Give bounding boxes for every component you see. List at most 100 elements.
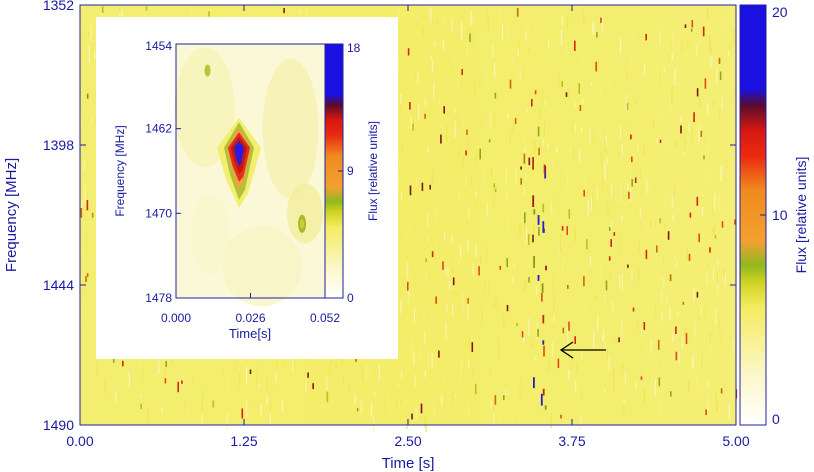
noise-streak <box>378 363 380 381</box>
flux-spike <box>561 226 564 231</box>
flux-spike <box>516 8 519 17</box>
noise-streak <box>395 399 398 410</box>
noise-streak <box>620 197 623 203</box>
noise-streak <box>417 72 419 84</box>
flux-spike <box>656 245 658 253</box>
flux-spike <box>506 305 509 312</box>
flux-spike <box>177 381 179 393</box>
noise-streak <box>514 383 516 397</box>
noise-streak <box>485 68 487 76</box>
noise-streak <box>733 28 735 47</box>
flux-spike <box>467 298 469 304</box>
noise-streak <box>688 122 690 132</box>
inset-blob <box>174 47 235 168</box>
flux-spike <box>709 247 711 253</box>
noise-streak <box>558 242 560 257</box>
noise-streak <box>475 190 477 199</box>
noise-streak <box>556 146 558 152</box>
flux-spike <box>520 166 522 170</box>
flux-spike <box>409 102 411 110</box>
noise-streak <box>574 226 576 243</box>
noise-streak <box>684 327 686 337</box>
noise-streak <box>512 55 514 64</box>
flux-spike <box>465 150 467 156</box>
noise-streak <box>519 375 521 383</box>
noise-streak <box>417 22 419 27</box>
flux-spike <box>669 274 672 282</box>
noise-streak <box>579 414 582 429</box>
noise-streak <box>505 388 507 396</box>
noise-streak <box>638 267 640 284</box>
noise-streak <box>536 212 538 220</box>
noise-streak <box>553 314 555 324</box>
noise-streak <box>551 341 553 357</box>
noise-streak <box>654 379 656 397</box>
noise-streak <box>533 223 535 233</box>
noise-streak <box>534 140 536 153</box>
noise-streak <box>494 298 496 308</box>
noise-streak <box>728 403 730 420</box>
noise-streak <box>568 369 570 381</box>
flux-spike <box>567 285 569 289</box>
noise-streak <box>398 157 400 169</box>
noise-streak <box>696 374 698 389</box>
noise-streak <box>441 394 443 406</box>
noise-streak <box>472 15 474 25</box>
noise-streak <box>612 301 614 313</box>
flux-spike <box>595 61 597 72</box>
noise-streak <box>489 367 491 377</box>
flux-spike <box>421 182 424 191</box>
flux-spike <box>412 123 414 131</box>
noise-streak <box>548 39 550 49</box>
noise-streak <box>400 398 402 405</box>
noise-streak <box>660 359 662 364</box>
noise-streak <box>512 119 515 134</box>
noise-streak <box>467 301 469 320</box>
noise-streak <box>665 137 667 149</box>
noise-streak <box>155 360 158 375</box>
noise-streak <box>704 136 706 144</box>
noise-streak <box>205 368 207 375</box>
flux-spike <box>542 340 545 345</box>
noise-streak <box>480 254 482 264</box>
noise-streak <box>418 103 420 121</box>
flux-spike <box>431 251 434 258</box>
flux-spike <box>80 208 83 218</box>
noise-streak <box>579 150 581 164</box>
noise-streak <box>443 15 445 25</box>
inset-colorbar-tick-label: 9 <box>347 164 354 178</box>
noise-streak <box>527 58 529 71</box>
flux-spike <box>452 277 455 286</box>
noise-streak <box>470 177 473 188</box>
noise-streak <box>707 379 710 389</box>
noise-streak <box>711 56 713 69</box>
noise-streak <box>588 179 590 184</box>
flux-spike <box>474 383 477 395</box>
noise-streak <box>410 337 412 355</box>
flux-spike <box>532 157 534 170</box>
noise-streak <box>436 19 438 26</box>
noise-streak <box>373 370 375 376</box>
flux-spike <box>705 409 707 415</box>
flux-spike <box>542 221 545 233</box>
noise-streak <box>482 293 484 298</box>
flux-spike <box>565 92 568 97</box>
noise-streak <box>488 281 490 296</box>
noise-streak <box>592 134 594 146</box>
noise-streak <box>446 303 448 313</box>
flux-spike <box>631 179 633 187</box>
inset-feature <box>300 218 305 229</box>
noise-streak <box>451 392 454 409</box>
noise-streak <box>472 367 474 376</box>
noise-streak <box>605 135 607 149</box>
flux-spike <box>86 199 89 211</box>
noise-streak <box>619 189 621 201</box>
noise-streak <box>699 94 701 108</box>
noise-streak <box>465 334 467 346</box>
flux-spike <box>543 228 545 233</box>
flux-spike <box>122 360 124 367</box>
inset-blob <box>190 194 231 275</box>
noise-streak <box>397 382 399 388</box>
noise-streak <box>275 373 277 385</box>
flux-spike <box>478 266 480 276</box>
